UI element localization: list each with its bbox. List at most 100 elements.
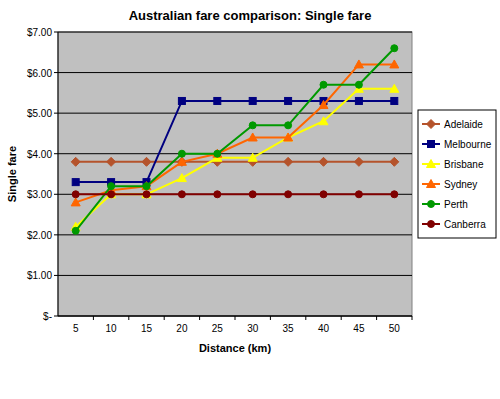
data-point [107,157,116,166]
x-tick [341,316,342,320]
y-tick-label: $5.00 [27,108,52,119]
chart: Australian fare comparison: Single fare $… [0,0,500,399]
data-point [391,97,398,104]
data-point [285,122,292,129]
x-tick-label: 45 [353,323,365,334]
y-tick-label: $4.00 [27,149,52,160]
legend-label: Adelaide [444,119,483,130]
data-point [178,97,185,104]
y-tick [54,316,58,317]
x-axis-title: Distance (km) [199,342,271,354]
y-tick-label: $1.00 [27,270,52,281]
y-tick-label: $6.00 [27,68,52,79]
series-line [76,101,395,182]
data-point [248,133,257,141]
data-point [72,227,79,234]
data-point [320,191,327,198]
data-point [72,191,79,198]
x-tick [164,316,165,320]
data-point [177,157,186,165]
y-axis [58,32,59,316]
data-point [214,191,221,198]
data-point [178,191,185,198]
data-point [355,81,362,88]
plot-area [58,32,412,316]
x-tick [412,316,413,320]
legend-marker [428,221,435,228]
grid-line [58,153,412,154]
x-tick-label: 30 [247,323,259,334]
x-tick-label: 40 [318,323,330,334]
x-tick [93,316,94,320]
data-point [390,84,399,92]
legend-marker [427,160,436,168]
data-point [285,97,292,104]
data-point [249,122,256,129]
legend-marker [427,120,436,129]
y-tick [54,32,58,33]
data-point [355,191,362,198]
data-point [319,101,328,109]
data-point [320,81,327,88]
data-point [71,198,80,206]
data-point [142,157,151,166]
grid-line [58,113,412,114]
legend-marker [427,180,436,188]
data-point [391,191,398,198]
data-point [177,174,186,182]
data-point [354,60,363,68]
data-point [285,191,292,198]
data-point [178,150,185,157]
x-tick [376,316,377,320]
x-tick [128,316,129,320]
y-tick [54,153,58,154]
series-line [76,193,395,195]
data-point [72,179,79,186]
legend-marker [428,141,435,148]
legend-label: Perth [444,199,468,210]
grid-line [58,275,412,276]
data-point [108,183,115,190]
x-tick-label: 25 [212,323,224,334]
legend-label: Brisbane [444,159,484,170]
series-group [71,45,399,235]
data-point [143,191,150,198]
data-point [249,191,256,198]
series-line [76,48,395,231]
x-tick [235,316,236,320]
data-point [284,157,293,166]
data-point [143,183,150,190]
data-point [391,45,398,52]
y-tick-label: $2.00 [27,230,52,241]
data-point [71,157,80,166]
data-point [319,117,328,125]
y-tick-label: $7.00 [27,27,52,38]
data-point [390,60,399,68]
data-point [214,97,221,104]
data-point [355,97,362,104]
x-tick-label: 20 [176,323,188,334]
x-tick-label: 10 [106,323,118,334]
y-tick [54,234,58,235]
legend [418,110,496,238]
x-tick-label: 35 [283,323,295,334]
data-point [354,157,363,166]
series-line [76,89,395,227]
legend-label: Sydney [444,179,477,190]
data-point [108,191,115,198]
y-tick-label: $3.00 [27,189,52,200]
x-tick-label: 50 [389,323,401,334]
legend-marker [428,201,435,208]
data-point [284,133,293,141]
legend-label: Melbourne [444,139,492,150]
grid-line [58,32,412,33]
grid-line [58,72,412,73]
data-point [214,150,221,157]
x-tick-label: 5 [73,323,79,334]
data-point [249,97,256,104]
data-point [319,157,328,166]
title: Australian fare comparison: Single fare [129,8,372,23]
x-tick [305,316,306,320]
y-tick [54,113,58,114]
x-tick [270,316,271,320]
